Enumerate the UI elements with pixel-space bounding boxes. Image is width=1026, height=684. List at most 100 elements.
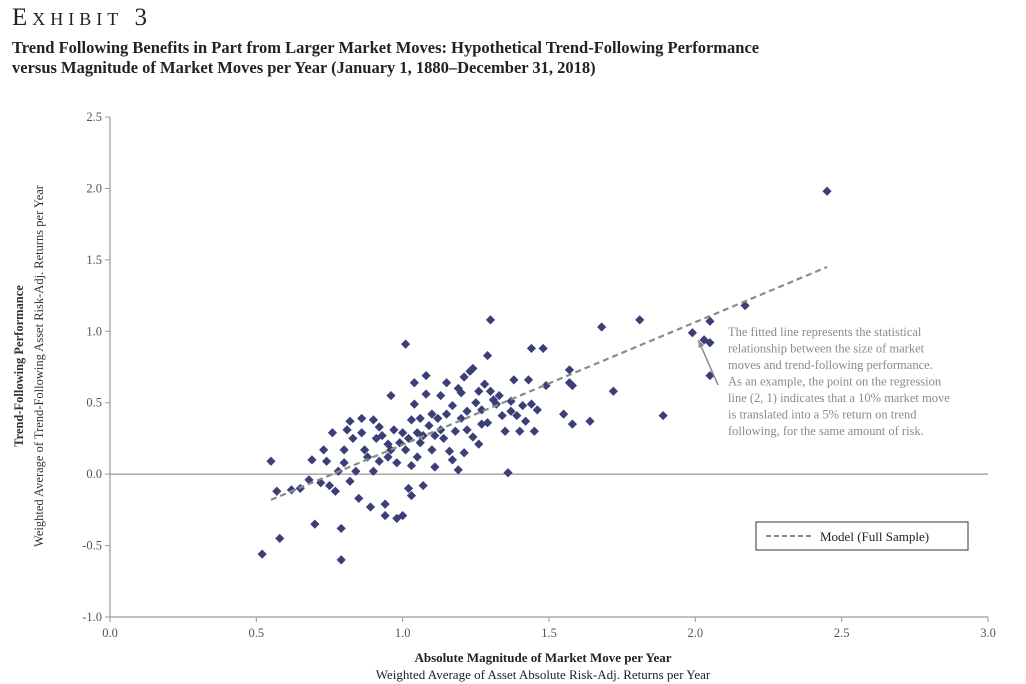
data-point <box>635 315 645 325</box>
data-point <box>597 322 607 332</box>
data-point <box>430 462 440 472</box>
data-point <box>512 410 522 421</box>
data-point <box>518 400 528 411</box>
data-point <box>532 405 542 415</box>
data-point <box>377 430 387 441</box>
data-point <box>503 468 513 478</box>
data-point <box>705 370 715 381</box>
data-point <box>427 409 437 419</box>
annotation-line: As an example, the point on the regressi… <box>728 375 942 389</box>
data-point <box>705 338 715 348</box>
data-point <box>456 388 466 398</box>
data-point <box>456 413 466 424</box>
data-point <box>310 519 320 529</box>
annotation-arrow-shaft <box>697 339 719 386</box>
data-point <box>412 452 422 462</box>
data-point <box>368 415 378 425</box>
data-point <box>471 398 481 408</box>
data-point <box>500 426 510 436</box>
data-point <box>357 428 367 438</box>
data-point <box>354 493 364 504</box>
chart-title: Trend Following Benefits in Part from La… <box>12 38 1012 78</box>
data-point <box>415 413 425 424</box>
data-point <box>480 379 490 389</box>
data-point <box>345 476 355 486</box>
data-point <box>529 426 539 436</box>
data-point <box>541 380 551 391</box>
data-point <box>468 432 478 442</box>
annotation-line: The fitted line represents the statistic… <box>728 325 922 339</box>
data-point <box>439 433 449 444</box>
data-point <box>433 413 443 424</box>
data-point <box>406 415 417 425</box>
data-point <box>342 425 352 435</box>
x-tick-label: 0.0 <box>102 626 118 640</box>
y-tick-label: 0.0 <box>86 467 102 481</box>
data-point <box>474 439 484 449</box>
annotation-line: relationship between the size of market <box>728 342 925 356</box>
data-point <box>564 365 575 375</box>
data-point <box>468 363 478 374</box>
data-point <box>705 316 715 326</box>
data-point <box>392 458 402 468</box>
data-point <box>400 445 411 455</box>
data-point <box>403 433 414 444</box>
data-point <box>398 510 408 521</box>
data-point <box>482 350 493 361</box>
chart-axes <box>105 116 989 622</box>
x-tick-label: 3.0 <box>980 626 996 640</box>
data-point <box>321 456 332 466</box>
exhibit-label: Exhibit 3 <box>12 4 153 31</box>
y-tick-label: 2.0 <box>86 181 102 195</box>
data-point <box>257 549 267 559</box>
legend-label: Model (Full Sample) <box>820 529 929 544</box>
data-point <box>608 386 618 396</box>
data-point <box>319 445 329 455</box>
data-point <box>436 390 446 401</box>
data-point <box>699 335 709 345</box>
data-point <box>424 420 434 431</box>
annotation-line: following, for the same amount of risk. <box>728 424 924 438</box>
data-point <box>444 446 455 456</box>
data-point <box>441 378 452 388</box>
data-point <box>380 499 390 509</box>
y-tick-label: 1.5 <box>86 253 102 267</box>
data-point <box>351 466 361 476</box>
y-tick-label: -1.0 <box>82 610 102 624</box>
data-point <box>447 400 458 411</box>
data-point <box>441 409 452 419</box>
y-tick-label: -0.5 <box>82 539 102 553</box>
data-point <box>339 458 349 468</box>
data-point <box>304 475 314 485</box>
data-point <box>559 409 569 419</box>
x-tick-label: 2.5 <box>834 626 850 640</box>
data-point <box>658 410 668 421</box>
annotation-text: The fitted line represents the statistic… <box>728 325 950 438</box>
legend: Model (Full Sample) <box>755 521 969 551</box>
data-point <box>567 419 578 429</box>
regression-line <box>270 265 828 501</box>
data-point <box>538 343 548 354</box>
data-point <box>374 456 384 466</box>
data-point <box>485 386 496 396</box>
data-point <box>509 375 519 385</box>
data-point <box>330 486 340 496</box>
data-point <box>398 428 408 438</box>
data-point <box>386 445 396 455</box>
y-tick-label: 0.5 <box>86 396 102 410</box>
data-point <box>474 386 484 396</box>
chart-tick-labels: 0.0 0.5 1.0 1.5 2.0 2.5 3.0 -1.0 -0.5 0.0 0.5 1.0 1.… <box>82 110 996 640</box>
data-point <box>526 343 537 354</box>
data-point <box>459 448 469 458</box>
data-point <box>485 315 496 325</box>
data-point <box>482 418 493 428</box>
chart-title-line-2: versus Magnitude of Market Moves per Yea… <box>12 58 596 77</box>
data-point <box>506 406 516 416</box>
chart-points <box>257 186 832 565</box>
data-point <box>430 430 440 441</box>
data-point <box>400 339 411 349</box>
data-point <box>453 465 463 475</box>
y-axis-label-secondary: Weighted Average of Trend-Following Asse… <box>32 184 46 547</box>
data-point <box>450 426 460 436</box>
data-point <box>453 383 463 394</box>
